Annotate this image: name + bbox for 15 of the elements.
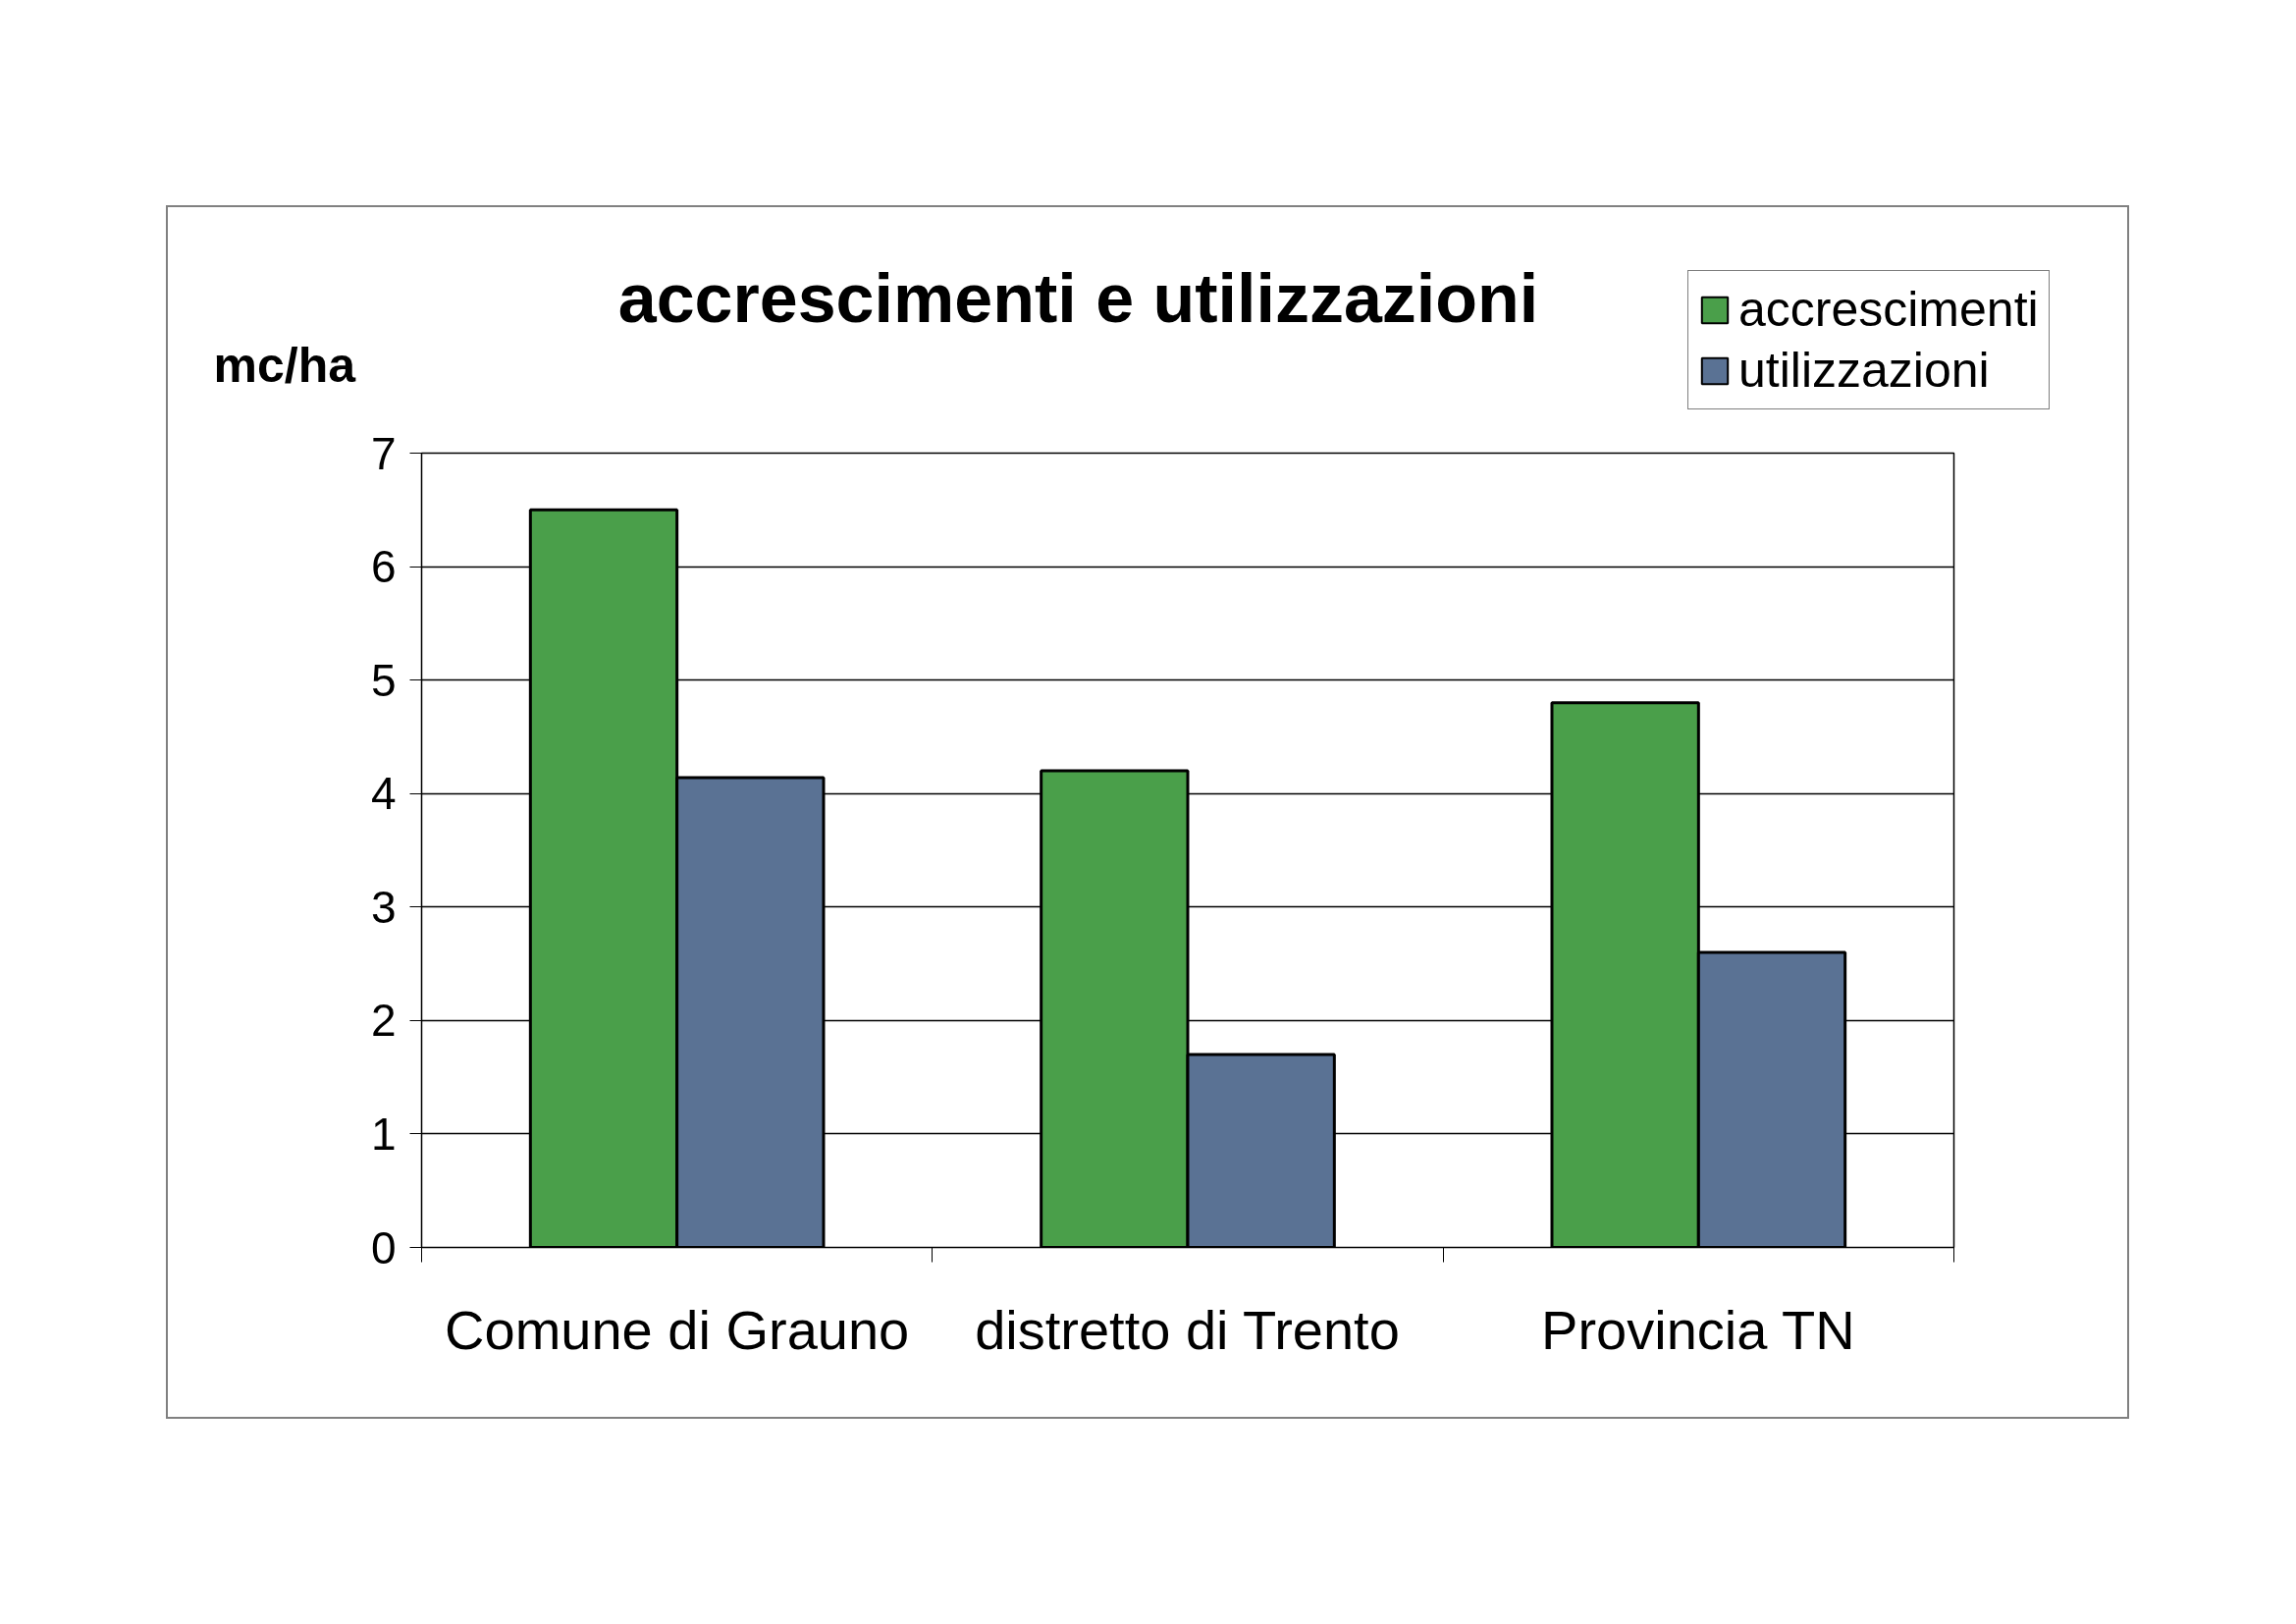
y-tick-label: 6 xyxy=(370,541,397,593)
y-tick-label: 5 xyxy=(370,654,397,706)
y-tick-label: 0 xyxy=(370,1221,397,1273)
chart-title: accrescimenti e utilizzazioni xyxy=(617,259,1539,337)
x-tick-label: distretto di Trento xyxy=(975,1298,1400,1361)
y-axis-title: mc/ha xyxy=(213,337,357,393)
legend-label: utilizzazioni xyxy=(1738,342,1990,399)
x-tick-label: Comune di Grauno xyxy=(445,1298,910,1361)
y-tick-label: 7 xyxy=(370,427,397,479)
x-tick-label: Provincia TN xyxy=(1541,1298,1855,1361)
y-tick-label: 4 xyxy=(370,768,397,820)
y-tick-label: 3 xyxy=(370,881,397,933)
legend-label: accrescimenti xyxy=(1738,281,2039,338)
y-tick-label: 2 xyxy=(370,995,397,1047)
y-tick-label: 1 xyxy=(370,1108,397,1160)
